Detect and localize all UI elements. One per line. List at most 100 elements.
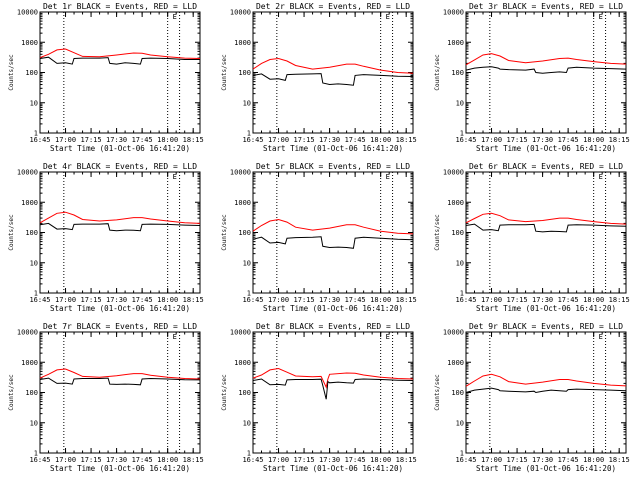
x-axis-label: Start Time (01-Oct-06 16:41:20) bbox=[476, 304, 616, 313]
x-tick-label: 17:15 bbox=[81, 456, 102, 464]
x-tick-label: 17:00 bbox=[55, 456, 76, 464]
x-tick-label: 17:45 bbox=[132, 296, 153, 304]
x-axis-label: Start Time (01-Oct-06 16:41:20) bbox=[263, 464, 403, 473]
events-line bbox=[39, 56, 200, 65]
y-tick-label: 1000 bbox=[21, 199, 38, 207]
panel-title: Det 4r BLACK = Events, RED = LLD bbox=[43, 162, 197, 171]
interval-marker: E bbox=[173, 173, 177, 181]
interval-marker: E bbox=[599, 173, 603, 181]
events-line bbox=[39, 222, 201, 232]
interval-marker: E bbox=[386, 13, 390, 21]
y-tick-label: 1000 bbox=[21, 359, 38, 367]
y-tick-label: 1000 bbox=[447, 199, 464, 207]
x-tick-label: 18:00 bbox=[157, 456, 178, 464]
x-axis-label: Start Time (01-Oct-06 16:41:20) bbox=[263, 144, 403, 153]
x-tick-label: 17:15 bbox=[81, 136, 102, 144]
y-tick-label: 100 bbox=[451, 69, 464, 77]
x-axis-label: Start Time (01-Oct-06 16:41:20) bbox=[50, 304, 190, 313]
x-tick-label: 17:45 bbox=[132, 136, 153, 144]
panel-det-1: Det 1r BLACK = Events, RED = LLD 1 10 100 10… bbox=[8, 2, 204, 153]
y-tick-label: 100 bbox=[25, 229, 38, 237]
y-axis-label: Counts/sec bbox=[434, 214, 441, 251]
x-tick-label: 18:00 bbox=[370, 136, 391, 144]
x-tick-label: 18:15 bbox=[396, 456, 417, 464]
x-tick-label: 17:15 bbox=[507, 296, 528, 304]
x-tick-label: 17:45 bbox=[558, 456, 579, 464]
panel-title: Det 1r BLACK = Events, RED = LLD bbox=[43, 2, 197, 11]
x-tick-label: 17:15 bbox=[507, 136, 528, 144]
panel-title: Det 6r BLACK = Events, RED = LLD bbox=[469, 162, 623, 171]
x-axis-label: Start Time (01-Oct-06 16:41:20) bbox=[50, 144, 190, 153]
y-tick-label: 1 bbox=[460, 450, 464, 458]
x-tick-label: 17:00 bbox=[268, 456, 289, 464]
y-tick-label: 10000 bbox=[443, 329, 464, 337]
panel-det-3: Det 3r BLACK = Events, RED = LLD 1 10 100 10… bbox=[434, 2, 630, 153]
panel-det-5: Det 5r BLACK = Events, RED = LLD 1 10 100 10… bbox=[221, 162, 417, 313]
lld-line bbox=[252, 218, 414, 235]
y-tick-label: 1000 bbox=[447, 359, 464, 367]
x-tick-label: 16:45 bbox=[455, 136, 476, 144]
x-tick-label: 17:30 bbox=[532, 456, 553, 464]
panel-det-4: Det 4r BLACK = Events, RED = LLD 1 10 100 10… bbox=[8, 162, 204, 313]
x-tick-label: 17:45 bbox=[558, 136, 579, 144]
x-axis-label: Start Time (01-Oct-06 16:41:20) bbox=[476, 464, 616, 473]
y-tick-label: 1 bbox=[247, 290, 251, 298]
x-tick-label: 17:15 bbox=[294, 296, 315, 304]
x-tick-label: 16:45 bbox=[455, 296, 476, 304]
x-tick-label: 16:45 bbox=[455, 456, 476, 464]
x-tick-label: 18:00 bbox=[583, 136, 604, 144]
y-tick-label: 1 bbox=[247, 130, 251, 138]
panel-title: Det 7r BLACK = Events, RED = LLD bbox=[43, 322, 197, 331]
y-tick-label: 100 bbox=[25, 69, 38, 77]
y-axis-label: Counts/sec bbox=[8, 54, 15, 91]
panel-title: Det 3r BLACK = Events, RED = LLD bbox=[469, 2, 623, 11]
x-tick-label: 17:00 bbox=[268, 296, 289, 304]
y-tick-label: 10000 bbox=[230, 9, 251, 17]
interval-marker: E bbox=[386, 173, 390, 181]
y-tick-label: 1000 bbox=[234, 359, 251, 367]
x-tick-label: 18:00 bbox=[370, 296, 391, 304]
y-tick-label: 1 bbox=[247, 450, 251, 458]
interval-marker: E bbox=[599, 13, 603, 21]
x-tick-label: 17:00 bbox=[481, 456, 502, 464]
y-tick-label: 10 bbox=[30, 419, 38, 427]
interval-marker: E bbox=[386, 333, 390, 341]
panel-title: Det 9r BLACK = Events, RED = LLD bbox=[469, 322, 623, 331]
y-tick-label: 10 bbox=[456, 259, 464, 267]
x-tick-label: 16:45 bbox=[29, 296, 50, 304]
interval-marker: E bbox=[173, 13, 177, 21]
panel-det-6: Det 6r BLACK = Events, RED = LLD 1 10 100 10… bbox=[434, 162, 630, 313]
x-tick-label: 17:30 bbox=[532, 136, 553, 144]
interval-marker: E bbox=[173, 333, 177, 341]
x-tick-label: 17:45 bbox=[345, 296, 366, 304]
x-axis-label: Start Time (01-Oct-06 16:41:20) bbox=[476, 144, 616, 153]
y-tick-label: 100 bbox=[238, 229, 251, 237]
y-tick-label: 10000 bbox=[443, 9, 464, 17]
y-tick-label: 1000 bbox=[234, 199, 251, 207]
x-tick-label: 17:15 bbox=[294, 136, 315, 144]
y-tick-label: 10 bbox=[30, 99, 38, 107]
y-axis-label: Counts/sec bbox=[221, 54, 228, 91]
x-tick-label: 18:15 bbox=[396, 296, 417, 304]
x-tick-label: 17:15 bbox=[294, 456, 315, 464]
y-axis-label: Counts/sec bbox=[434, 374, 441, 411]
x-tick-label: 17:30 bbox=[106, 456, 127, 464]
lld-line bbox=[39, 211, 201, 224]
x-tick-label: 18:00 bbox=[157, 136, 178, 144]
y-tick-label: 10000 bbox=[17, 169, 38, 177]
lld-line bbox=[465, 373, 627, 387]
y-tick-label: 100 bbox=[451, 389, 464, 397]
x-axis-label: Start Time (01-Oct-06 16:41:20) bbox=[50, 464, 190, 473]
y-tick-label: 1 bbox=[34, 290, 38, 298]
y-axis-label: Counts/sec bbox=[8, 374, 15, 411]
x-tick-label: 17:00 bbox=[268, 136, 289, 144]
lld-line bbox=[39, 48, 201, 59]
y-tick-label: 10 bbox=[456, 419, 464, 427]
y-tick-label: 10 bbox=[243, 419, 251, 427]
y-tick-label: 10 bbox=[30, 259, 38, 267]
events-line bbox=[252, 73, 414, 86]
y-tick-label: 10000 bbox=[17, 9, 38, 17]
y-tick-label: 10000 bbox=[230, 329, 251, 337]
events-line bbox=[252, 378, 414, 400]
x-tick-label: 16:45 bbox=[242, 296, 263, 304]
